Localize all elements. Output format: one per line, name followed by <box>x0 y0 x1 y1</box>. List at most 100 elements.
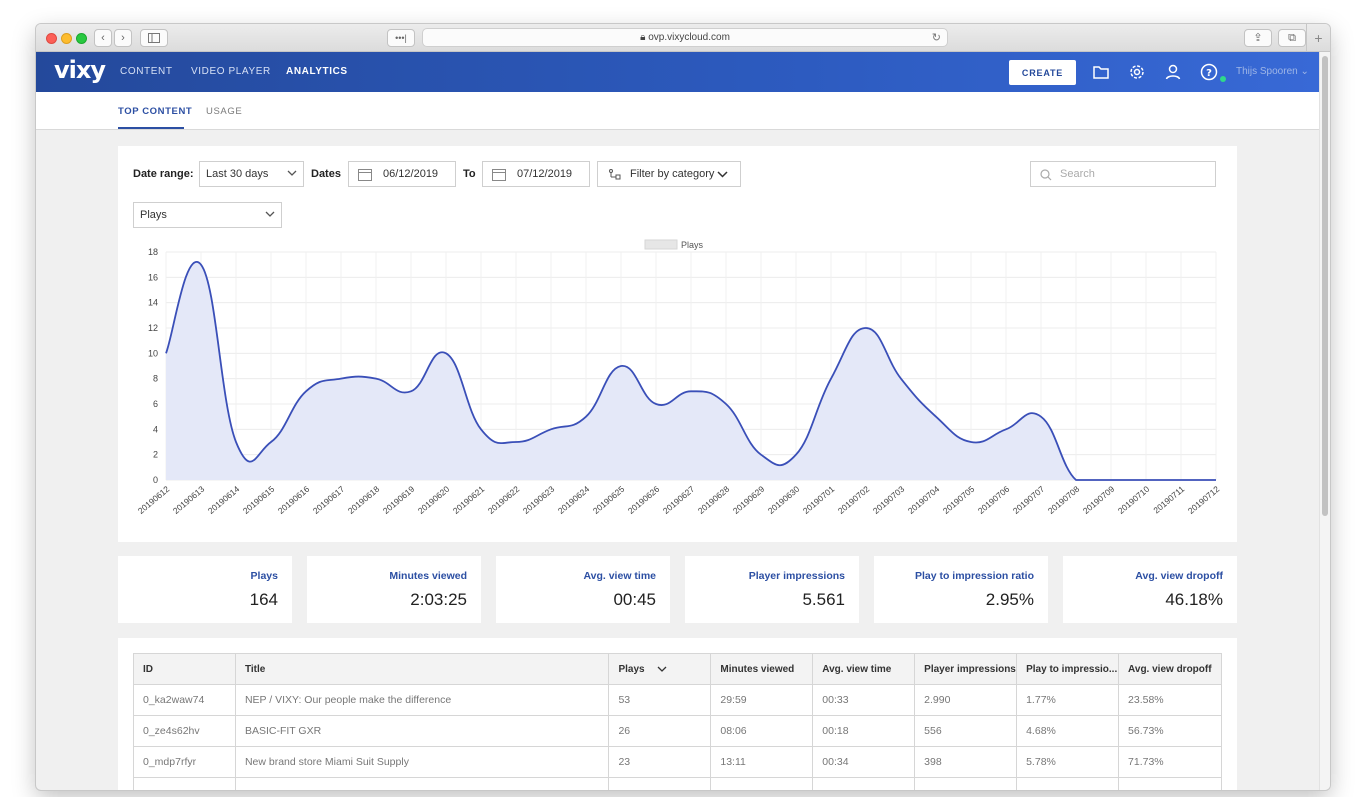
new-tab-button[interactable]: + <box>1306 24 1330 52</box>
table-cell <box>914 777 1018 790</box>
svg-text:?: ? <box>1206 68 1212 79</box>
nav-analytics[interactable]: ANALYTICS <box>286 66 348 77</box>
x-tick-label: 20190705 <box>941 484 977 516</box>
x-tick-label: 20190712 <box>1186 484 1222 516</box>
column-header-title[interactable]: Title <box>234 653 610 685</box>
share-icon: ⇪ <box>1253 32 1263 44</box>
table-cell: New brand store Miami Suit Supply <box>234 746 610 778</box>
analytics-subtabs: TOP CONTENT USAGE <box>36 92 1319 130</box>
stat-value: 46.18% <box>1165 590 1223 609</box>
stat-card-avg-view-time: Avg. view time 00:45 <box>496 556 670 623</box>
x-tick-label: 20190615 <box>241 484 277 516</box>
x-tick-label: 20190612 <box>136 484 172 516</box>
chevron-down-icon: ⌄ <box>1300 66 1309 77</box>
column-header-play-impression-ratio[interactable]: Play to impressio... <box>1016 653 1120 685</box>
date-range-select[interactable]: Last 30 days <box>199 161 304 187</box>
metric-select[interactable]: Plays <box>133 202 282 228</box>
gear-icon[interactable] <box>1128 63 1146 81</box>
table-cell <box>133 777 236 790</box>
folder-icon[interactable] <box>1092 63 1110 81</box>
close-window-button[interactable] <box>46 33 57 44</box>
share-button[interactable]: ⇪ <box>1244 29 1272 47</box>
category-filter-button[interactable]: Filter by category <box>597 161 741 187</box>
table-row[interactable]: 0_ka2waw74 NEP / VIXY: Our people make th… <box>133 684 1222 716</box>
table-cell: 08:06 <box>710 715 814 747</box>
x-tick-label: 20190708 <box>1046 484 1082 516</box>
browser-toolbar: ‹ › •••| 🔒︎ ovp.vixycloud.com ↻ ⇪ ⧉ + <box>36 24 1330 52</box>
create-button[interactable]: CREATE <box>1009 60 1076 85</box>
y-tick-label: 4 <box>153 424 158 434</box>
column-header-avg-view-dropoff[interactable]: Avg. view dropoff <box>1118 653 1222 685</box>
to-date-value: 07/12/2019 <box>517 168 573 180</box>
x-tick-label: 20190704 <box>906 484 942 516</box>
user-menu[interactable]: Thijs Spooren ⌄ <box>1236 66 1309 77</box>
filter-icon <box>609 169 621 180</box>
plays-series-line <box>165 261 1216 481</box>
page-scrollbar[interactable] <box>1319 52 1330 790</box>
tab-top-content[interactable]: TOP CONTENT <box>118 106 193 117</box>
stat-card-plays: Plays 164 <box>118 556 292 623</box>
x-tick-label: 20190623 <box>521 484 557 516</box>
user-icon[interactable] <box>1164 63 1182 81</box>
search-placeholder: Search <box>1060 168 1095 180</box>
x-tick-label: 20190702 <box>836 484 872 516</box>
from-date-field[interactable]: 06/12/2019 <box>348 161 456 187</box>
vixy-logo[interactable]: vixy <box>54 56 106 84</box>
chevron-down-icon <box>717 171 728 178</box>
dates-label: Dates <box>311 168 341 180</box>
table-row[interactable]: 0_mdp7rfyr New brand store Miami Suit Sup… <box>133 746 1222 778</box>
stat-label: Plays <box>250 570 278 582</box>
legend-label: Plays <box>681 240 704 250</box>
column-header-avg-view-time[interactable]: Avg. view time <box>812 653 916 685</box>
to-date-field[interactable]: 07/12/2019 <box>482 161 590 187</box>
x-tick-label: 20190710 <box>1116 484 1152 516</box>
notification-dot <box>1220 76 1226 82</box>
table-cell <box>812 777 916 790</box>
nav-content[interactable]: CONTENT <box>120 66 173 77</box>
table-row[interactable] <box>133 777 1222 790</box>
tabs-icon: ⧉ <box>1288 32 1296 44</box>
search-field[interactable]: Search <box>1030 161 1216 187</box>
stat-label: Avg. view time <box>583 570 656 582</box>
extensions-button[interactable]: •••| <box>387 29 415 47</box>
column-header-plays[interactable]: Plays <box>608 653 712 685</box>
chevron-down-icon <box>265 211 275 217</box>
chevron-left-icon: ‹ <box>101 32 105 44</box>
nav-video-player[interactable]: VIDEO PLAYER <box>191 66 271 77</box>
x-tick-label: 20190629 <box>731 484 767 516</box>
x-tick-label: 20190627 <box>661 484 697 516</box>
sidebar-toggle-button[interactable] <box>140 29 168 47</box>
column-header-minutes-viewed[interactable]: Minutes viewed <box>710 653 814 685</box>
table-cell: 00:34 <box>812 746 916 778</box>
help-icon[interactable]: ? <box>1200 63 1218 81</box>
column-header-id[interactable]: ID <box>133 653 236 685</box>
table-cell <box>608 777 712 790</box>
table-row[interactable]: 0_ze4s62hv BASIC-FIT GXR 26 08:06 00:18 556 4.… <box>133 715 1222 747</box>
table-cell: 13:11 <box>710 746 814 778</box>
plus-icon: + <box>1314 30 1323 46</box>
table-cell: NEP / VIXY: Our people make the differen… <box>234 684 610 716</box>
tabs-overview-button[interactable]: ⧉ <box>1278 29 1306 47</box>
table-cell: 556 <box>914 715 1018 747</box>
zoom-window-button[interactable] <box>76 33 87 44</box>
table-cell: 71.73% <box>1118 746 1222 778</box>
tab-usage[interactable]: USAGE <box>206 106 243 117</box>
y-tick-label: 0 <box>153 475 158 485</box>
table-cell: 398 <box>914 746 1018 778</box>
table-cell: 00:18 <box>812 715 916 747</box>
stat-card-play-impression-ratio: Play to impression ratio 2.95% <box>874 556 1048 623</box>
address-bar[interactable]: 🔒︎ ovp.vixycloud.com ↻ <box>422 28 948 47</box>
back-button[interactable]: ‹ <box>94 29 112 47</box>
minimize-window-button[interactable] <box>61 33 72 44</box>
date-range-value: Last 30 days <box>206 168 269 180</box>
column-header-player-impressions[interactable]: Player impressions <box>914 653 1018 685</box>
scrollbar-thumb[interactable] <box>1322 56 1328 516</box>
lock-icon: 🔒︎ <box>640 32 646 43</box>
forward-button[interactable]: › <box>114 29 132 47</box>
stat-label: Avg. view dropoff <box>1135 570 1223 582</box>
category-filter-label: Filter by category <box>630 168 715 180</box>
x-tick-label: 20190707 <box>1011 484 1047 516</box>
x-tick-label: 20190703 <box>871 484 907 516</box>
reload-icon[interactable]: ↻ <box>931 32 941 44</box>
